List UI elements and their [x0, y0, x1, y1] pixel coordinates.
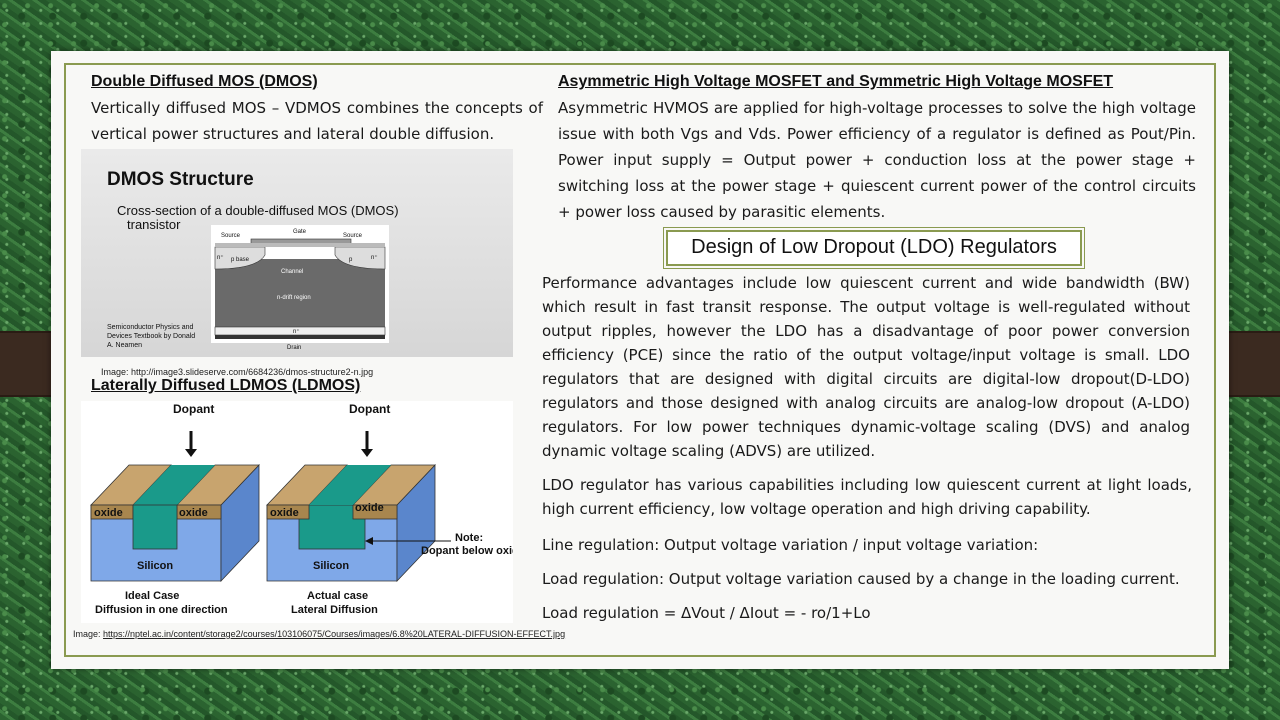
dmos-drain-label: Drain — [287, 345, 301, 351]
dmos-figure-subtitle-2: transistor — [127, 217, 181, 232]
oxide-label-4: oxide — [355, 502, 384, 514]
ldo-capabilities-paragraph: LDO regulator has various capabilities i… — [542, 476, 1192, 518]
dmos-oxide — [215, 243, 385, 247]
dmos-image-caption: Image: http://image3.slideserve.com/6684… — [101, 367, 374, 377]
dmos-n-plus-label: n⁺ — [217, 254, 224, 261]
ldmos-diffusion-image: Dopant oxide oxide Silicon Ideal Case Di… — [81, 401, 513, 623]
actual-doped-top — [309, 465, 391, 505]
ideal-doped-region — [132, 504, 178, 550]
ideal-caption-2: Diffusion in one direction — [95, 604, 228, 616]
ldmos-caption-prefix: Image: — [73, 629, 104, 639]
slide-card: Double Diffused MOS (DMOS) Vertically di… — [51, 51, 1229, 669]
dmos-gate-label: Gate — [293, 229, 307, 235]
dmos-n-plus-bottom-label: n⁺ — [293, 328, 300, 335]
dmos-structure-image: DMOS Structure Cross-section of a double… — [81, 149, 513, 357]
dmos-heading: Double Diffused MOS (DMOS) — [91, 73, 318, 90]
dmos-channel-label: Channel — [281, 269, 303, 275]
actual-silicon-label: Silicon — [313, 560, 349, 572]
slide-frame — [64, 63, 1216, 657]
ideal-silicon-label: Silicon — [137, 560, 173, 572]
dmos-p-label: p — [349, 257, 353, 263]
hv-mosfet-paragraph: Asymmetric HVMOS are applied for high-vo… — [558, 99, 1196, 221]
dmos-source-label: Source — [221, 233, 241, 239]
actual-dopant-arrowhead — [361, 449, 373, 457]
dmos-paragraph: Vertically diffused MOS – VDMOS combines… — [91, 99, 543, 143]
dmos-p-base-left — [214, 246, 266, 270]
note-label-2: Dopant below oxide — [421, 545, 513, 557]
note-pointer-arrowhead — [365, 537, 373, 545]
oxide-label-2: oxide — [179, 507, 208, 519]
actual-oxide-left-front — [266, 504, 310, 520]
ideal-dopant-arrowhead — [185, 449, 197, 457]
actual-caption-2: Lateral Diffusion — [291, 604, 378, 616]
dmos-drift-label: n-drift region — [277, 295, 311, 301]
dmos-p-base-label: p base — [231, 257, 250, 263]
dmos-p-base-right — [334, 246, 386, 270]
note-label-1: Note: — [455, 532, 483, 544]
actual-dopant-label: Dopant — [349, 402, 390, 416]
hv-mosfet-heading: Asymmetric High Voltage MOSFET and Symme… — [558, 73, 1114, 90]
actual-oxide-right-front — [352, 504, 398, 520]
dmos-n-plus-substrate — [214, 326, 386, 336]
ideal-caption-1: Ideal Case — [125, 590, 179, 602]
line-regulation-text: Line regulation: Output voltage variatio… — [542, 536, 1039, 554]
oxide-label-1: oxide — [94, 507, 123, 519]
dmos-figure-subtitle-1: Cross-section of a double-diffused MOS (… — [117, 203, 399, 218]
oxide-label-3: oxide — [270, 507, 299, 519]
ldmos-heading: Laterally Diffused LDMOS (LDMOS) — [91, 377, 361, 394]
dmos-credit-2: Devices Textbook by Donald — [107, 333, 195, 340]
ldmos-caption-link[interactable]: https://nptel.ac.in/content/storage2/cou… — [103, 629, 566, 639]
dmos-drift-region — [215, 259, 385, 327]
actual-caption-1: Actual case — [307, 590, 368, 602]
dmos-credit-3: A. Neamen — [107, 342, 142, 349]
load-regulation-text: Load regulation: Output voltage variatio… — [542, 570, 1180, 588]
dmos-figure-title: DMOS Structure — [107, 169, 254, 190]
dmos-source-label-2: Source — [343, 233, 363, 239]
ldmos-image-caption: Image: https://nptel.ac.in/content/stora… — [73, 629, 565, 639]
dmos-drain-metal — [215, 335, 385, 339]
load-regulation-formula: Load regulation = ΔVout / ΔIout = - ro/1… — [542, 604, 871, 622]
ideal-dopant-label: Dopant — [173, 402, 214, 416]
ldo-title-box: Design of Low Dropout (LDO) Regulators — [663, 227, 1085, 269]
dmos-credit-1: Semiconductor Physics and — [107, 324, 193, 331]
ldo-performance-paragraph: Performance advantages include low quies… — [542, 274, 1190, 460]
dmos-n-plus-label-2: n⁺ — [371, 254, 378, 261]
ideal-doped-top — [133, 465, 215, 505]
